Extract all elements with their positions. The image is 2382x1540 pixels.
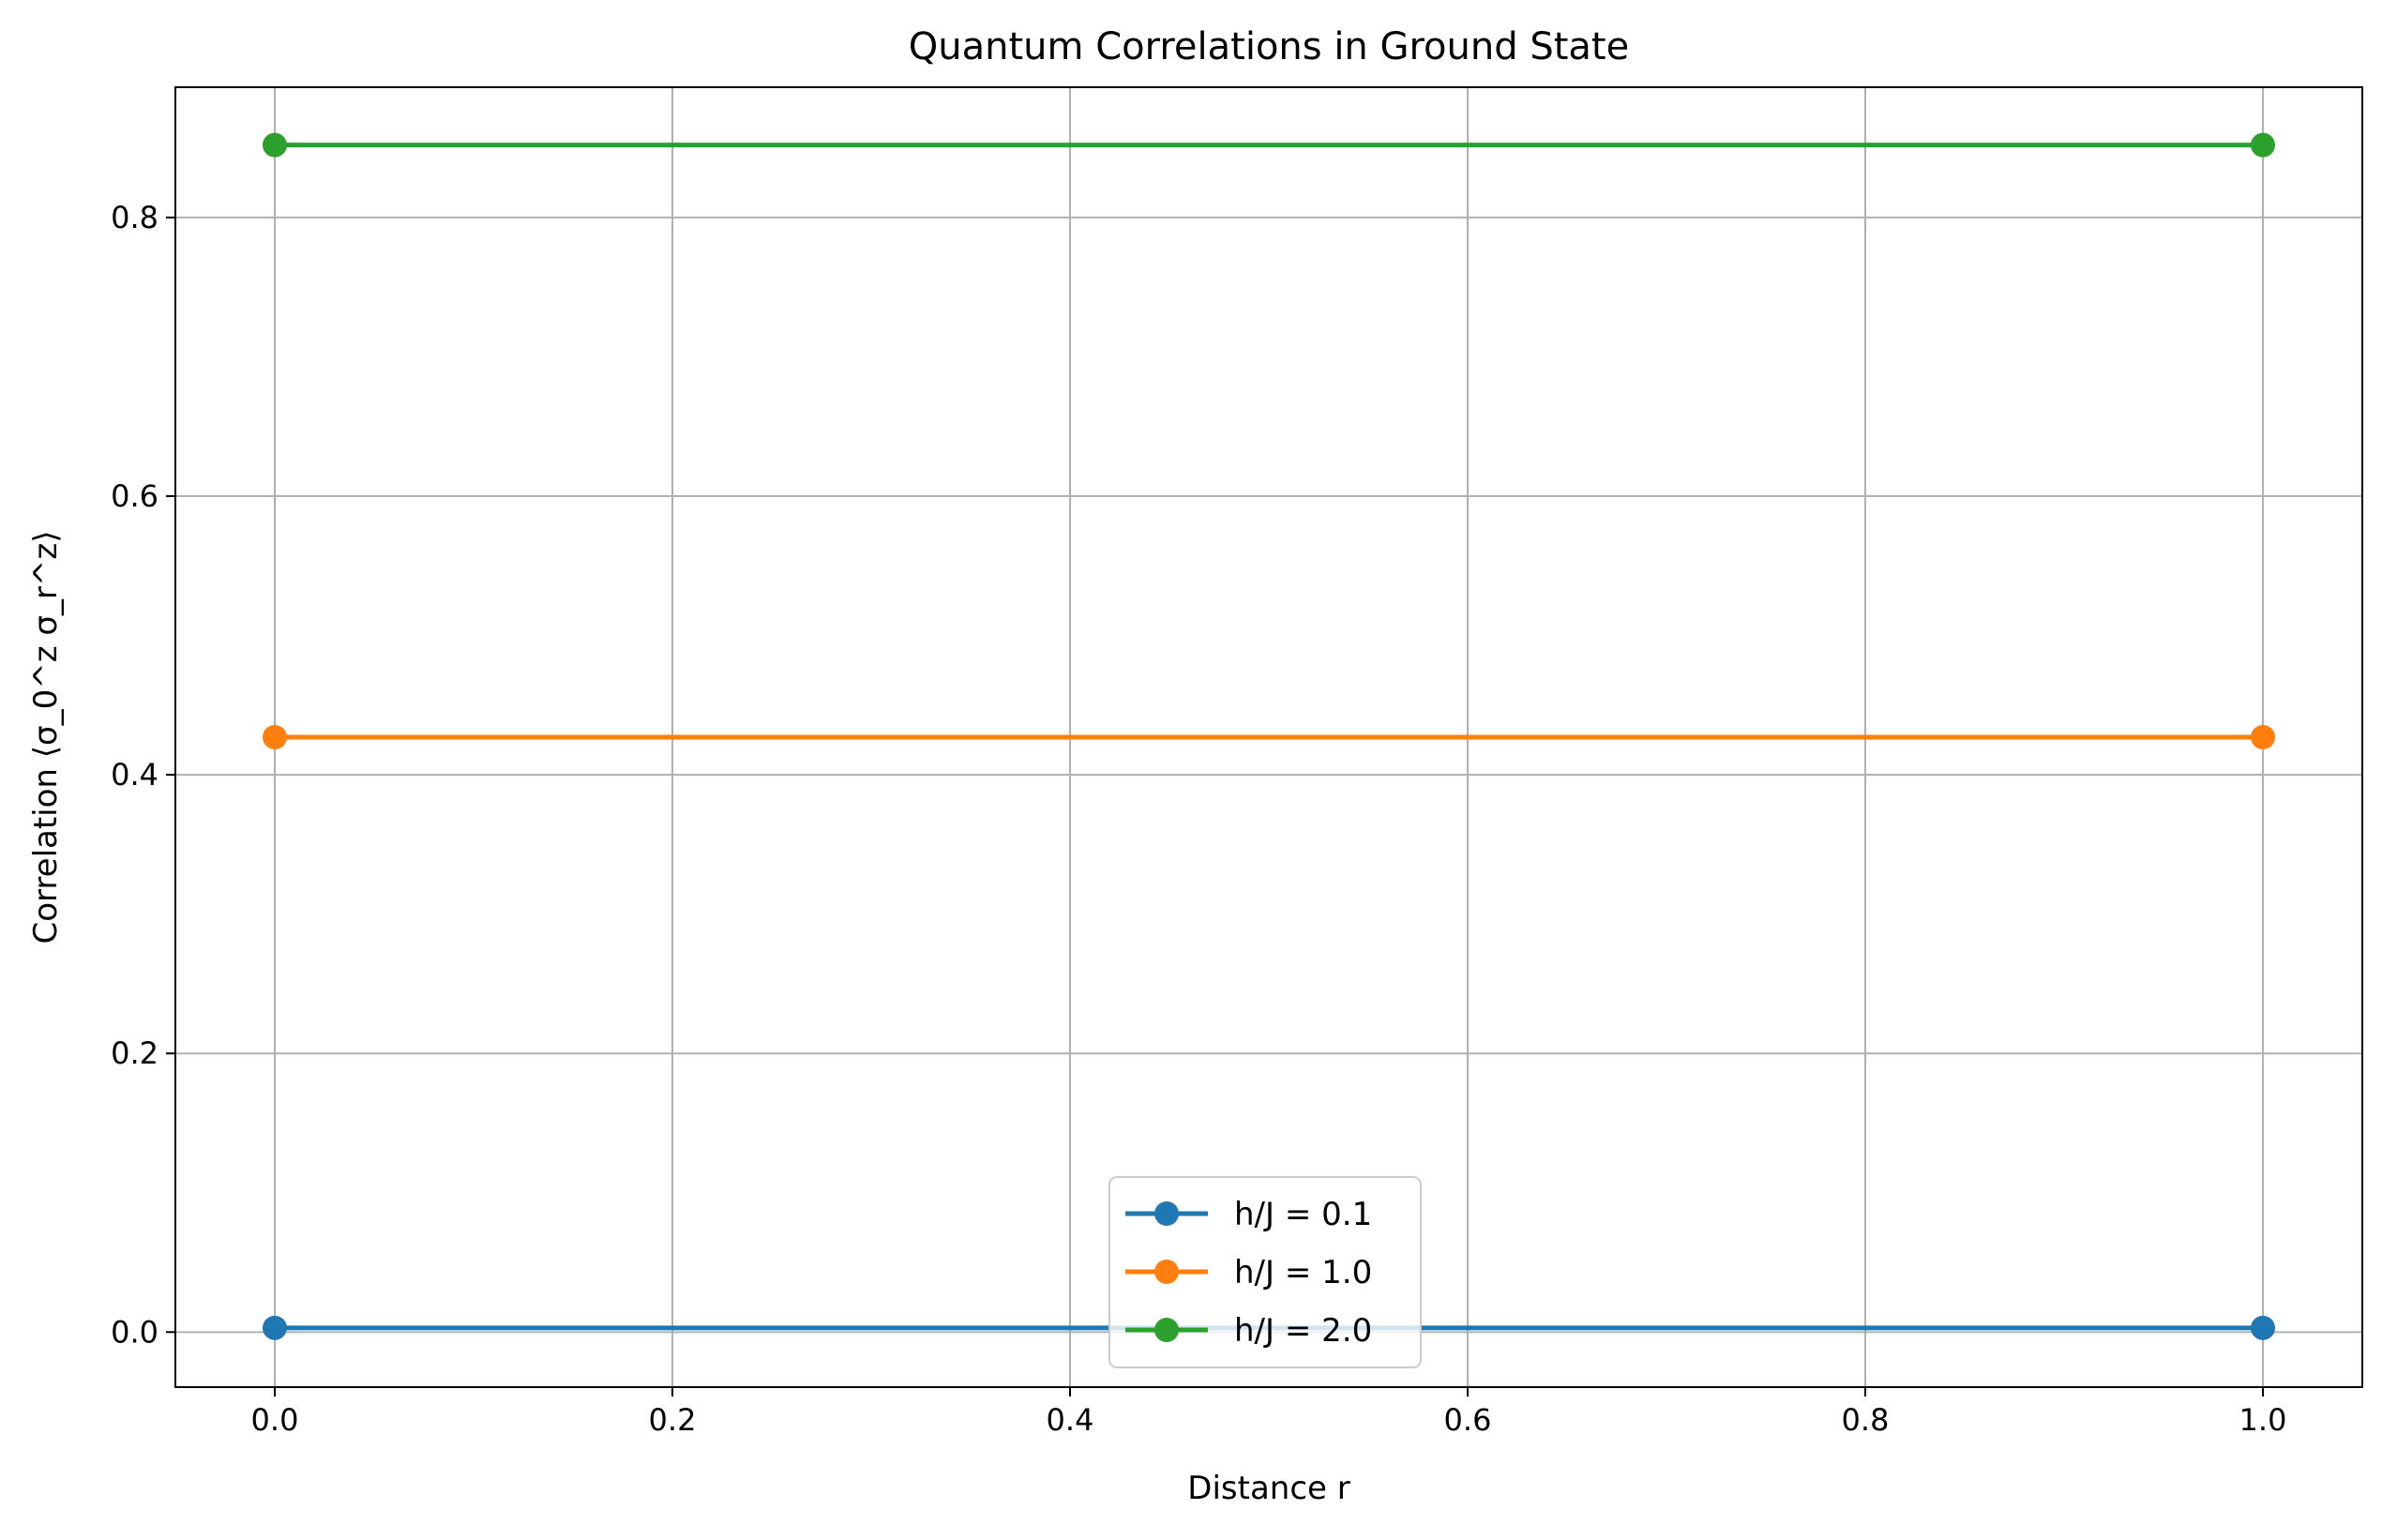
ticks: 0.0 0.2 0.4 0.6 0.8 1.0 0.0 0.2 0.4 0.6 0.8 xyxy=(111,200,2286,1438)
x-tick-label: 0.2 xyxy=(649,1402,697,1438)
y-tick-label: 0.8 xyxy=(111,200,158,235)
legend-label: h/J = 1.0 xyxy=(1234,1254,1372,1291)
y-tick-label: 0.2 xyxy=(111,1035,158,1071)
data-point xyxy=(263,132,287,158)
plot-frame xyxy=(174,86,2363,1388)
chart-title: Quantum Correlations in Ground State xyxy=(909,25,1629,68)
legend-label: h/J = 2.0 xyxy=(1234,1312,1372,1350)
legend-marker xyxy=(1154,1201,1179,1226)
legend-marker xyxy=(1154,1260,1179,1284)
legend-marker xyxy=(1154,1318,1179,1342)
y-axis-label: Correlation ⟨σ_0^z σ_r^z⟩ xyxy=(27,530,65,944)
legend: h/J = 0.1 h/J = 1.0 h/J = 2.0 xyxy=(1108,1176,1422,1368)
data-point xyxy=(263,725,287,749)
data-point xyxy=(2251,1315,2275,1340)
legend-entries: h/J = 0.1 h/J = 1.0 h/J = 2.0 xyxy=(1125,1196,1372,1350)
x-tick-label: 0.6 xyxy=(1444,1402,1492,1438)
y-tick-label: 0.4 xyxy=(111,757,158,793)
x-axis-label: Distance r xyxy=(1187,1470,1349,1507)
x-tick-label: 1.0 xyxy=(2239,1402,2287,1438)
legend-box xyxy=(1108,1176,1422,1368)
data-point xyxy=(2251,725,2275,749)
x-tick-label: 0.0 xyxy=(251,1402,299,1438)
x-tick-label: 0.4 xyxy=(1047,1402,1094,1438)
y-tick-label: 0.0 xyxy=(111,1314,158,1350)
legend-label: h/J = 0.1 xyxy=(1234,1196,1372,1233)
x-tick-label: 0.8 xyxy=(1842,1402,1890,1438)
data-point xyxy=(2251,132,2275,158)
y-tick-label: 0.6 xyxy=(111,478,158,514)
data-point xyxy=(263,1315,287,1340)
